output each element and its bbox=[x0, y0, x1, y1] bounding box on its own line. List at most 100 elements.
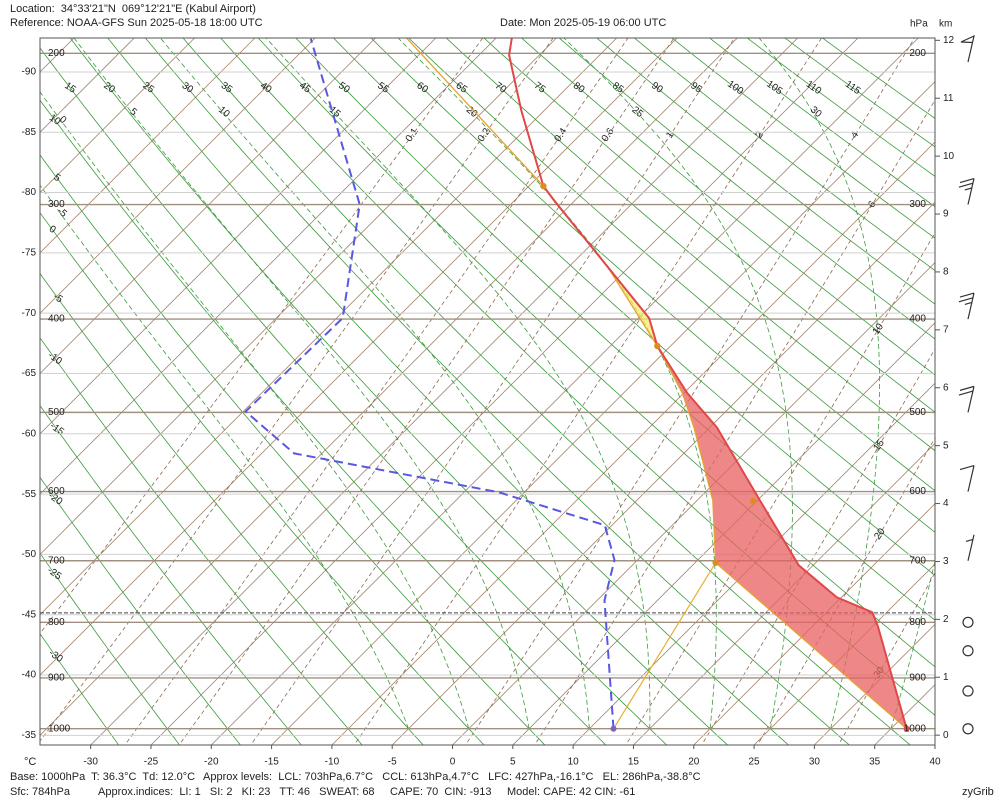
isotherm bbox=[150, 38, 859, 745]
wind-barb bbox=[958, 177, 975, 205]
y-tick-label: 200 bbox=[48, 48, 65, 59]
x-tick-label: 25 bbox=[749, 757, 761, 768]
left-tick-label: -45 bbox=[22, 609, 37, 620]
y-tick-label: 800 bbox=[48, 617, 65, 628]
wind-barb bbox=[958, 292, 975, 320]
wind-calm bbox=[962, 616, 974, 628]
isotherm bbox=[633, 442, 935, 745]
footer: CAPE: 70 CIN: -913 bbox=[390, 786, 492, 798]
x-tick-label: 15 bbox=[628, 757, 640, 768]
wind-barb bbox=[965, 534, 975, 561]
moist-adiabat bbox=[73, 38, 530, 729]
mixing-ratio-line bbox=[250, 38, 736, 745]
level-marker bbox=[749, 497, 757, 505]
y2-tick-label: 3 bbox=[943, 556, 949, 567]
wind-barb bbox=[958, 385, 975, 413]
dry-adiabat bbox=[40, 272, 424, 745]
mixing-ratio-line bbox=[124, 38, 629, 745]
y-tick-label: 600 bbox=[909, 486, 926, 497]
date: Date: Mon 2025-05-19 06:00 UTC bbox=[500, 17, 666, 29]
wind-calm bbox=[962, 685, 974, 697]
location: Location: 34°33'21"N 069°12'21"E (Kabul … bbox=[10, 3, 256, 15]
dry-adiabat bbox=[257, 38, 935, 668]
y-tick-label: 500 bbox=[909, 407, 926, 418]
dry-adiabat bbox=[144, 38, 850, 745]
level-marker bbox=[540, 182, 547, 190]
left-tick-label: -65 bbox=[22, 368, 37, 379]
mixing-ratio-label: 0.1 bbox=[404, 126, 421, 144]
dry-adiabat-label: 0 bbox=[47, 224, 58, 236]
left-tick-label: -40 bbox=[22, 670, 37, 681]
y2-tick-label: 9 bbox=[943, 209, 949, 220]
y2-tick-label: 11 bbox=[943, 93, 954, 104]
x-tick-label: 5 bbox=[510, 757, 516, 768]
isotherm bbox=[40, 38, 256, 254]
left-tick-label: -75 bbox=[22, 248, 37, 259]
mixing-ratio-line bbox=[40, 38, 484, 635]
x-tick-label: -5 bbox=[388, 757, 397, 768]
dry-adiabat-label: 85 bbox=[610, 80, 626, 96]
y-tick-label: 800 bbox=[909, 617, 926, 628]
mixing-ratio-line bbox=[625, 232, 935, 745]
y-tick-label: 400 bbox=[909, 314, 926, 325]
y2-tick-label: 5 bbox=[943, 440, 949, 451]
y-tick-label: 600 bbox=[48, 486, 65, 497]
dry-adiabat-label: 105 bbox=[764, 79, 784, 98]
moist-adiabat bbox=[890, 559, 935, 729]
dry-adiabat bbox=[370, 38, 935, 533]
wind-calm bbox=[962, 645, 974, 657]
y2-tick-label: 10 bbox=[943, 151, 955, 162]
level-marker bbox=[654, 342, 661, 350]
x-tick-label: 20 bbox=[688, 757, 700, 768]
moist-adiabat bbox=[40, 184, 409, 729]
dry-adiabat bbox=[40, 404, 302, 745]
isotherm bbox=[40, 38, 75, 73]
mixing-ratio-label: 0.4 bbox=[552, 126, 569, 144]
isotherm bbox=[40, 38, 437, 435]
y-tick-label: 200 bbox=[909, 48, 926, 59]
surface-dew-marker bbox=[610, 725, 617, 732]
y-tick-label: 900 bbox=[909, 673, 926, 684]
left-tick-label: -70 bbox=[22, 308, 37, 319]
moist-adiabat bbox=[40, 91, 470, 729]
dry-adiabat-label: 15 bbox=[62, 80, 78, 96]
isotherm bbox=[90, 38, 798, 745]
left-tick-label: -35 bbox=[22, 730, 37, 741]
mixing-ratio-line bbox=[701, 348, 935, 745]
dry-adiabat-label: 25 bbox=[141, 80, 157, 96]
y-tick-label: 900 bbox=[48, 673, 65, 684]
moist-adiabat-label: 0 bbox=[57, 114, 69, 126]
y-tick-label: 1000 bbox=[48, 723, 71, 734]
y2-tick-label: 2 bbox=[943, 614, 949, 625]
footer: Base: 1000hPa T: 36.3°C Td: 12.0°C bbox=[10, 771, 195, 783]
mixing-ratio-label: 2 bbox=[754, 129, 766, 140]
x-tick-label: 30 bbox=[809, 757, 821, 768]
isotherm bbox=[40, 38, 195, 194]
isotherm bbox=[40, 38, 618, 616]
dry-adiabat bbox=[40, 212, 485, 745]
level-marker bbox=[712, 559, 719, 566]
mixing-ratio-line bbox=[534, 99, 935, 745]
x-axis-label: °C bbox=[24, 756, 36, 768]
y-tick-label: 300 bbox=[909, 199, 926, 210]
isotherm bbox=[0, 38, 14, 745]
dry-adiabat bbox=[483, 38, 935, 413]
moist-adiabat bbox=[563, 38, 793, 729]
left-tick-label: -60 bbox=[22, 428, 37, 439]
dry-adiabat bbox=[40, 47, 668, 745]
mixing-ratio-label: 10 bbox=[871, 321, 887, 337]
y2-tick-label: 6 bbox=[943, 382, 949, 393]
footer: Sfc: 784hPa bbox=[10, 786, 71, 798]
dry-adiabat bbox=[408, 38, 935, 492]
y-tick-label: 700 bbox=[909, 555, 926, 566]
dry-adiabat-label: 20 bbox=[101, 80, 117, 96]
dry-adiabat-label: -30 bbox=[47, 648, 66, 666]
left-tick-label: -55 bbox=[22, 489, 37, 500]
dry-adiabat bbox=[520, 38, 935, 376]
dry-adiabat bbox=[69, 38, 729, 745]
y2-tick-label: 0 bbox=[943, 730, 949, 741]
y-tick-label: 700 bbox=[48, 555, 65, 566]
